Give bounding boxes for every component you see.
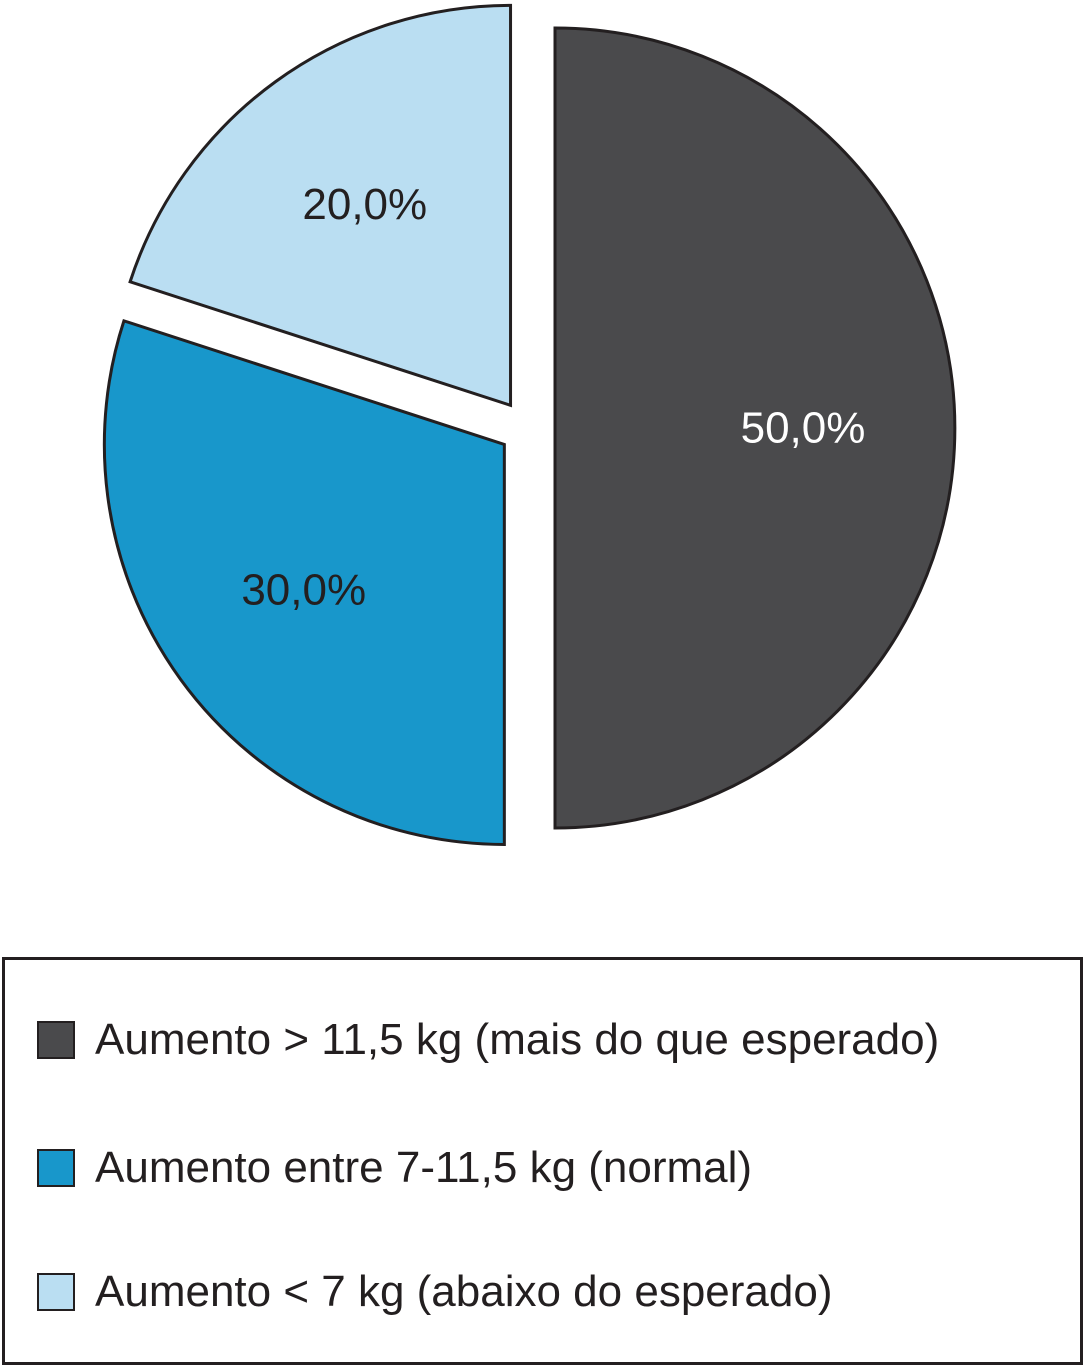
legend-item-normal: Aumento entre 7-11,5 kg (normal) bbox=[37, 1143, 752, 1193]
legend-label: Aumento > 11,5 kg (mais do que esperado) bbox=[95, 1015, 940, 1064]
data-label-below-expected: 20,0% bbox=[302, 180, 427, 229]
legend-item-below-expected: Aumento < 7 kg (abaixo do esperado) bbox=[37, 1267, 832, 1317]
pie-data-labels: 50,0% 30,0% 20,0% bbox=[241, 180, 865, 615]
pie-chart: 50,0% 30,0% 20,0% bbox=[102, 3, 957, 846]
legend-label: Aumento entre 7-11,5 kg (normal) bbox=[95, 1143, 753, 1192]
slice-normal bbox=[102, 318, 506, 846]
data-label-more-than-expected: 50,0% bbox=[741, 404, 866, 453]
legend-item-more-than-expected: Aumento > 11,5 kg (mais do que esperado) bbox=[37, 1015, 939, 1065]
legend-swatch-light-blue bbox=[37, 1273, 75, 1311]
legend-swatch-blue bbox=[37, 1149, 75, 1187]
legend: Aumento > 11,5 kg (mais do que esperado)… bbox=[2, 957, 1083, 1365]
legend-swatch-dark-gray bbox=[37, 1021, 75, 1059]
slice-more-than-expected bbox=[553, 26, 957, 830]
pie-slices bbox=[102, 3, 957, 846]
slice-below-expected bbox=[128, 3, 513, 408]
legend-label: Aumento < 7 kg (abaixo do esperado) bbox=[95, 1267, 833, 1316]
data-label-normal: 30,0% bbox=[241, 566, 366, 615]
